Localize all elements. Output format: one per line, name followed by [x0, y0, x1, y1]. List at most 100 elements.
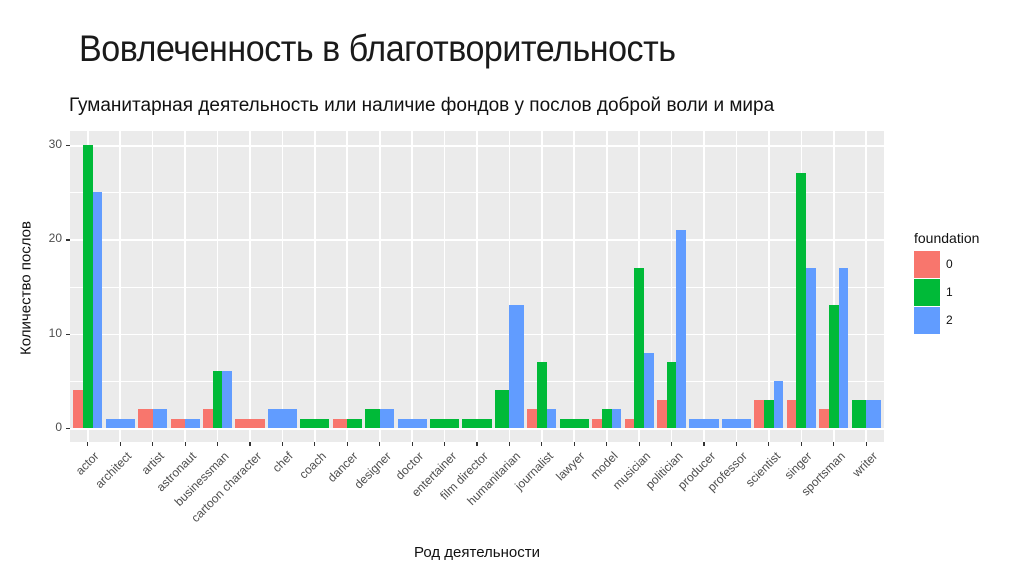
x-tick-mark: [606, 442, 608, 446]
x-tick-mark: [476, 442, 478, 446]
x-tick-label: writer: [849, 449, 881, 480]
vertical-gridline: [249, 131, 251, 442]
bar-dancer-foundation-0: [332, 418, 348, 428]
bar-entertainer-foundation-1: [429, 418, 460, 428]
bar-producer-foundation-2: [689, 418, 719, 428]
x-tick-mark: [346, 442, 348, 446]
y-tick-mark: [66, 239, 70, 241]
plot-panel: [70, 131, 884, 442]
x-tick-mark: [184, 442, 186, 446]
vertical-gridline: [768, 131, 770, 442]
bar-cartoon-character-foundation-0: [235, 418, 265, 428]
bar-humanitarian-foundation-2: [509, 305, 524, 428]
vertical-gridline: [541, 131, 543, 442]
bar-lawyer-foundation-1: [559, 418, 589, 428]
bar-actor-foundation-0: [73, 390, 83, 428]
x-tick-mark: [703, 442, 705, 446]
x-tick-label: actor: [72, 449, 102, 478]
legend-key-swatch: [914, 306, 940, 334]
y-tick-label: 10: [48, 325, 62, 340]
x-tick-label: chef: [270, 449, 296, 475]
vertical-gridline: [735, 131, 738, 442]
slide-title: Вовлеченность в благотворительность: [79, 28, 676, 69]
vertical-gridline: [411, 131, 413, 442]
y-tick-mark: [66, 333, 70, 335]
legend-key-swatch: [914, 250, 940, 278]
vertical-gridline: [378, 131, 381, 442]
bar-scientist-foundation-0: [754, 399, 764, 428]
bar-politician-foundation-0: [656, 399, 667, 428]
bar-journalist-foundation-1: [536, 361, 547, 428]
bar-scientist-foundation-2: [773, 380, 784, 428]
vertical-gridline: [119, 131, 122, 442]
bar-professor-foundation-2: [721, 418, 752, 428]
x-axis-title: Род деятельности: [414, 544, 540, 561]
legend: foundation 0 1 2: [914, 230, 979, 334]
x-tick-mark: [152, 442, 154, 446]
vertical-gridline: [216, 131, 219, 442]
bar-artist-foundation-0: [138, 409, 153, 428]
x-tick-mark: [281, 442, 283, 446]
bar-sportsman-foundation-2: [838, 267, 849, 428]
vertical-gridline: [865, 131, 867, 442]
bar-scientist-foundation-1: [764, 399, 774, 428]
y-tick-label: 0: [55, 420, 62, 434]
bar-doctor-foundation-2: [397, 418, 427, 428]
bar-astronaut-foundation-0: [170, 418, 186, 428]
x-tick-mark: [249, 442, 251, 446]
legend-item-2: 2: [914, 306, 979, 334]
vertical-gridline: [281, 131, 284, 442]
x-tick-mark: [119, 442, 121, 446]
bar-journalist-foundation-2: [546, 409, 557, 428]
y-tick-label: 20: [48, 231, 62, 246]
bar-sportsman-foundation-0: [819, 409, 829, 428]
y-tick-label: 30: [48, 137, 62, 152]
vertical-gridline: [573, 131, 576, 442]
bar-businessman-foundation-1: [212, 371, 223, 428]
bar-coach-foundation-1: [300, 418, 330, 428]
x-tick-mark: [670, 442, 673, 446]
y-axis-title: Количество послов: [17, 221, 35, 355]
x-tick-mark: [833, 442, 835, 446]
bar-writer-foundation-2: [866, 399, 881, 428]
x-tick-label: coach: [296, 449, 329, 482]
vertical-gridline: [346, 131, 349, 442]
legend-key-swatch: [914, 278, 940, 306]
vertical-gridline: [476, 131, 478, 442]
x-tick-label: artist: [138, 449, 167, 478]
bar-businessman-foundation-2: [222, 371, 233, 428]
vertical-gridline: [508, 131, 511, 442]
y-tick-mark: [66, 428, 70, 430]
bar-politician-foundation-1: [666, 361, 677, 428]
x-tick-mark: [379, 442, 381, 446]
bar-chef-foundation-2: [267, 409, 297, 428]
bar-musician-foundation-2: [644, 352, 654, 428]
vertical-gridline: [184, 131, 186, 442]
vertical-gridline: [832, 131, 835, 442]
bar-businessman-foundation-0: [202, 409, 213, 428]
bar-model-foundation-0: [592, 418, 602, 428]
x-tick-mark: [216, 442, 219, 446]
bar-architect-foundation-2: [105, 418, 135, 428]
legend-label: 1: [946, 285, 953, 299]
legend-label: 2: [946, 313, 953, 327]
x-tick-label: lawyer: [553, 449, 588, 484]
vertical-gridline: [670, 131, 673, 442]
bar-writer-foundation-1: [851, 399, 867, 428]
x-tick-mark: [865, 442, 867, 446]
bar-model-foundation-2: [611, 409, 622, 428]
bar-journalist-foundation-0: [527, 409, 537, 428]
x-tick-mark: [541, 442, 543, 446]
bar-model-foundation-1: [601, 409, 612, 428]
legend-label: 0: [946, 257, 953, 271]
x-tick-mark: [314, 442, 316, 446]
bar-actor-foundation-1: [82, 145, 93, 428]
bar-designer-foundation-1: [365, 409, 380, 428]
x-tick-mark: [800, 442, 802, 446]
x-tick-label: scientist: [742, 449, 784, 490]
bar-designer-foundation-2: [379, 409, 395, 428]
bar-singer-foundation-2: [806, 267, 816, 428]
bar-musician-foundation-1: [634, 267, 644, 428]
vertical-gridline: [605, 131, 608, 442]
bar-singer-foundation-0: [786, 399, 797, 428]
